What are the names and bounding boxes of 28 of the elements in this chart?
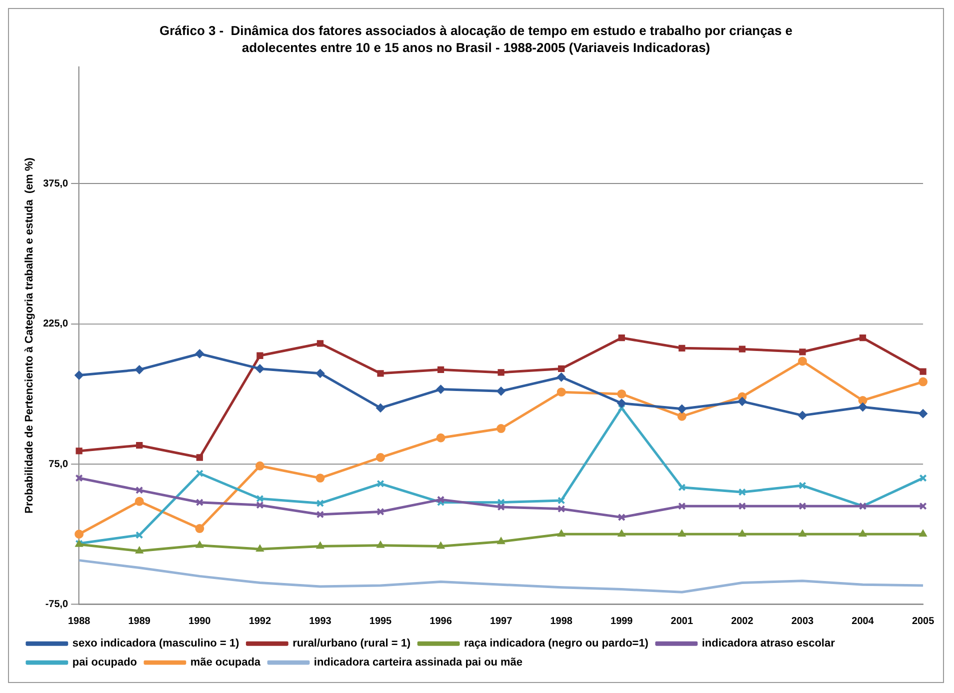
y-tick-label: 375,0 xyxy=(43,178,69,190)
x-tick-label: 2005 xyxy=(912,616,935,627)
y-tick-label: 225,0 xyxy=(43,318,69,330)
y-tick-label: 75,0 xyxy=(48,458,69,470)
y-axis-title: Probabilidade de Pertenciento à Categoria trabalha e estuda (em %) xyxy=(24,157,36,514)
x-tick-label: 1992 xyxy=(248,616,272,627)
x-tick-label: 2002 xyxy=(731,616,754,627)
x-tick-label: 2001 xyxy=(670,616,694,627)
legend-label: rural/urbano (rural = 1) xyxy=(292,638,411,650)
y-tick-label: -75,0 xyxy=(45,598,69,610)
legend-label: indicadora atraso escolar xyxy=(702,638,836,650)
x-tick-label: 1995 xyxy=(369,616,392,627)
x-tick-label: 1996 xyxy=(430,616,452,627)
legend-label: sexo indicadora (masculino = 1) xyxy=(72,638,240,650)
legend-label: indicadora carteira assinada pai ou mãe xyxy=(314,656,523,669)
legend-label: mãe ocupada xyxy=(190,656,262,669)
x-tick-label: 1999 xyxy=(610,616,634,627)
x-tick-label: 2003 xyxy=(791,616,814,627)
chart-title: Gráfico 3 - Dinâmica dos fatores associados à alocação de tempo em estudo e trabalho por crianças e adolecentes entre 10 e 15 anos no Brasil - 1988-2005 (Variaveis Indicadoras) xyxy=(159,23,793,55)
legend-label: raça indicadora (negro ou pardo=1) xyxy=(464,638,649,650)
x-tick-label: 1989 xyxy=(128,616,151,627)
x-tick-label: 1997 xyxy=(490,616,513,627)
x-tick-label: 2004 xyxy=(852,616,874,627)
x-tick-label: 1998 xyxy=(550,616,573,627)
x-tick-label: 1990 xyxy=(188,616,212,627)
x-tick-label: 1988 xyxy=(68,616,91,627)
legend-label: pai ocupado xyxy=(72,656,138,669)
x-tick-label: 1993 xyxy=(309,616,332,627)
